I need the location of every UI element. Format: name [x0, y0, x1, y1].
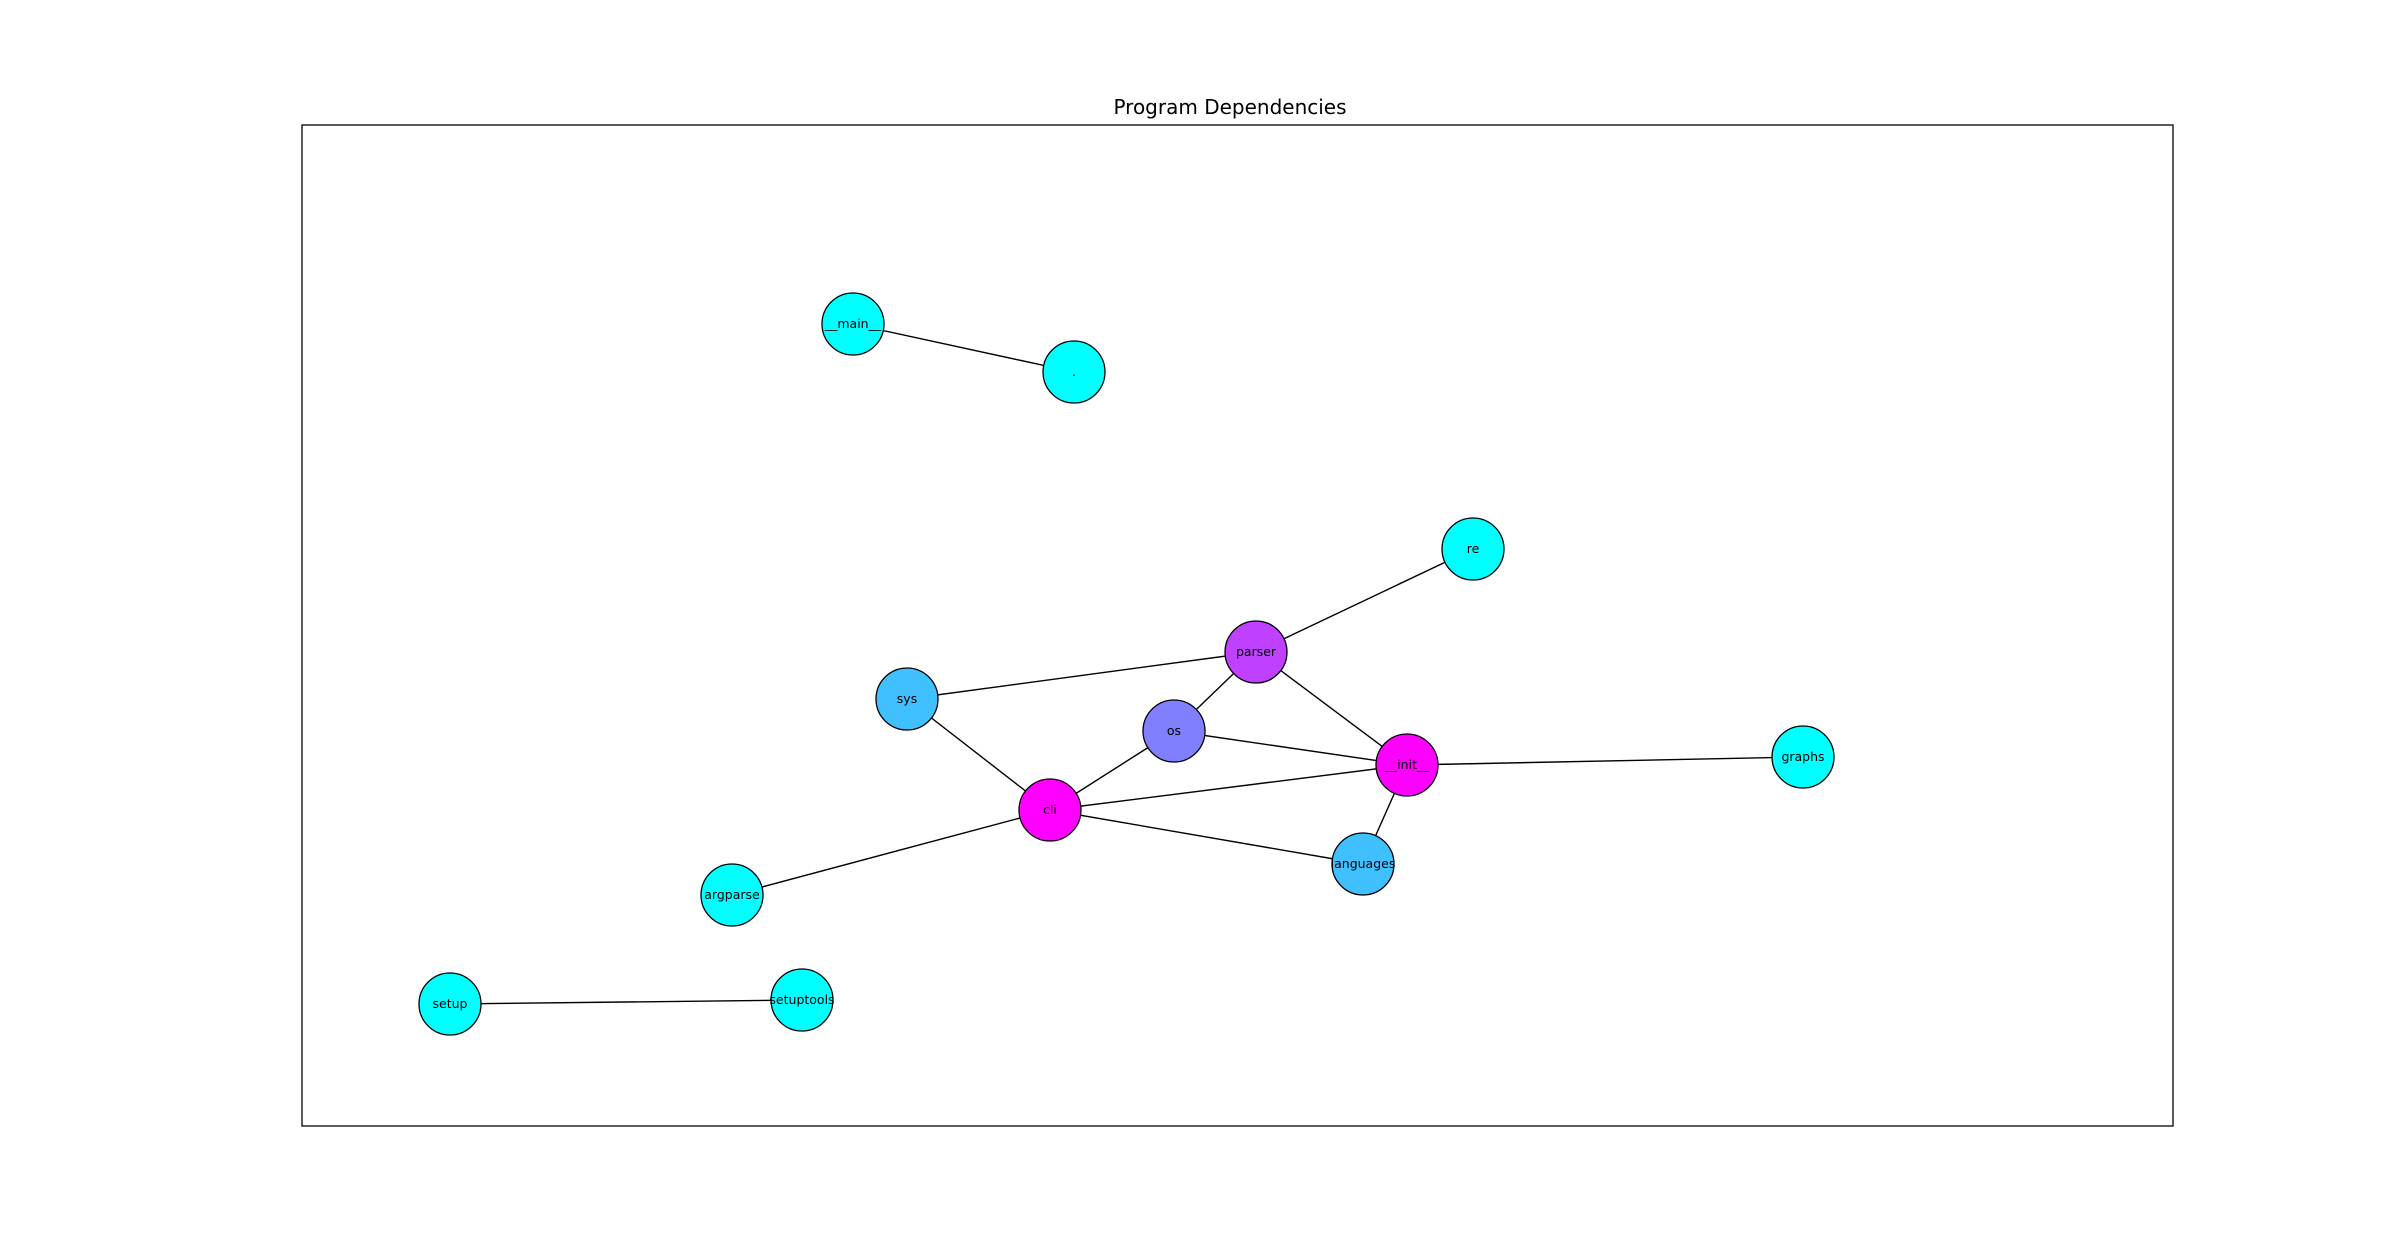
node-label-argparse: argparse — [704, 887, 760, 902]
node-setuptools: setuptools — [769, 968, 835, 1032]
node-label-__init__: __init__ — [1384, 757, 1431, 772]
node-__init__: __init__ — [1375, 733, 1439, 797]
node-label-cli: cli — [1043, 802, 1057, 817]
edge-__init__-graphs — [1406, 756, 1804, 766]
node-circle-setuptools — [770, 968, 834, 1032]
node-circle-parser — [1224, 620, 1288, 684]
node-circle-__main__ — [821, 292, 885, 356]
node-setup: setup — [418, 972, 482, 1036]
node-os: os — [1142, 699, 1206, 763]
node-circle-dot — [1042, 340, 1106, 404]
plot-frame — [301, 124, 2174, 1127]
node-languages: languages — [1331, 832, 1396, 896]
node-circle-argparse — [700, 863, 764, 927]
node-layer: __main__. re parser sys os __init__ graphs cli l… — [418, 292, 1835, 1036]
node-circle-__init__ — [1375, 733, 1439, 797]
node-circle-sys — [875, 667, 939, 731]
node-graphs: graphs — [1771, 725, 1835, 789]
edge-re-parser — [1255, 548, 1474, 653]
node-circle-re — [1441, 517, 1505, 581]
edge-parser-sys — [906, 651, 1257, 700]
edge-cli-__init__ — [1049, 764, 1408, 811]
node-parser: parser — [1224, 620, 1288, 684]
node-argparse: argparse — [700, 863, 764, 927]
node-label-re: re — [1467, 541, 1480, 556]
chart-title: Program Dependencies — [1113, 95, 1347, 119]
node-label-setup: setup — [433, 996, 468, 1011]
node-label-parser: parser — [1236, 644, 1277, 659]
node-circle-setup — [418, 972, 482, 1036]
node-label-graphs: graphs — [1781, 749, 1824, 764]
node-sys: sys — [875, 667, 939, 731]
node-label-dot: . — [1072, 364, 1076, 379]
edge-layer — [449, 323, 1804, 1005]
node-circle-os — [1142, 699, 1206, 763]
node-__main__: __main__ — [821, 292, 885, 356]
node-label-setuptools: setuptools — [769, 992, 834, 1007]
node-label-__main__: __main__ — [824, 316, 882, 331]
node-re: re — [1441, 517, 1505, 581]
node-circle-languages — [1331, 832, 1395, 896]
edge-setup-setuptools — [449, 999, 803, 1005]
edge-os-__init__ — [1173, 730, 1408, 766]
edge-__main__-dot — [852, 323, 1075, 373]
node-circle-cli — [1018, 778, 1082, 842]
edge-cli-argparse — [731, 809, 1051, 896]
node-circle-graphs — [1771, 725, 1835, 789]
node-label-languages: languages — [1331, 856, 1396, 871]
node-dot: . — [1042, 340, 1106, 404]
node-cli: cli — [1018, 778, 1082, 842]
node-label-sys: sys — [897, 691, 917, 706]
edge-cli-languages — [1049, 809, 1364, 865]
node-label-os: os — [1167, 723, 1181, 738]
